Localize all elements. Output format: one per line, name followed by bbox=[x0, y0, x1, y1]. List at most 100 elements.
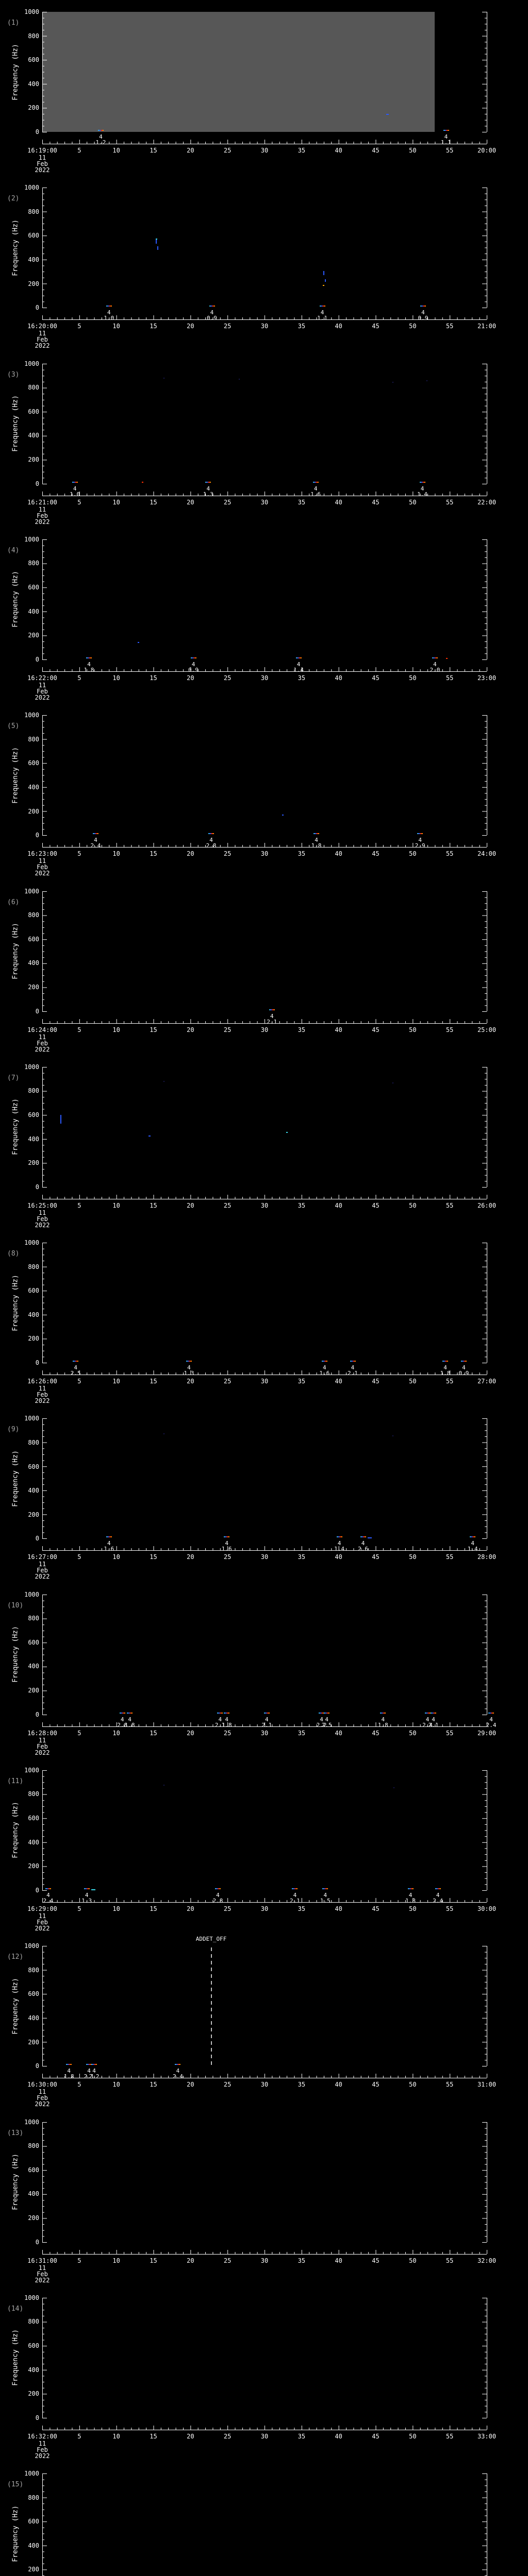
event-detection-dash bbox=[106, 1536, 112, 1538]
event-count-label: 4 bbox=[471, 1540, 475, 1547]
event-detection-dash bbox=[86, 2064, 92, 2065]
event-detection-dash bbox=[86, 657, 92, 658]
x-tick-label: 15 bbox=[150, 1905, 157, 1912]
x-axis-date-line: 2022 bbox=[35, 1573, 50, 1581]
x-tick-label: 20 bbox=[187, 2081, 194, 2089]
event-detection-dash bbox=[186, 1361, 192, 1362]
y-tick-label: 800 bbox=[28, 911, 39, 919]
x-tick-label: 45 bbox=[372, 674, 380, 682]
x-tick-label: 5 bbox=[77, 323, 81, 330]
panel-index-label: (11) bbox=[7, 1777, 24, 1785]
spectral-streak bbox=[324, 279, 326, 282]
x-tick-label: 30 bbox=[260, 1378, 269, 1385]
x-tick-label: 25 bbox=[223, 1378, 232, 1385]
event-value-label: 2.4 bbox=[433, 1897, 443, 1904]
event-detection-dash bbox=[417, 833, 423, 835]
y-tick-label: 400 bbox=[28, 959, 39, 967]
event-detection-dash bbox=[321, 1361, 327, 1362]
x-tick-label: 50 bbox=[409, 1729, 417, 1737]
x-tick-label: 50 bbox=[409, 147, 417, 154]
x-axis-date-line: Feb bbox=[37, 2094, 48, 2102]
x-end-time-label: 27:00 bbox=[477, 1378, 497, 1385]
spectrogram-panel: 0 200 400 600 800 1000 Frequency (Hz) (10) 16:28… bbox=[0, 1583, 528, 1759]
x-tick-label: 45 bbox=[372, 2081, 380, 2089]
y-tick-label: 0 bbox=[35, 1359, 39, 1367]
event-count-label: 4 bbox=[314, 485, 318, 492]
y-tick-label: 600 bbox=[28, 1815, 39, 1822]
y-tick-label: 400 bbox=[28, 80, 39, 88]
event-detection-dash bbox=[84, 1888, 90, 1889]
event-count-label: 4 bbox=[73, 485, 77, 492]
event-count-label: 4 bbox=[425, 1716, 430, 1723]
x-tick-label: 10 bbox=[112, 1201, 120, 1209]
x-tick-label: 35 bbox=[298, 2257, 306, 2264]
event-count-label: 4 bbox=[462, 1364, 466, 1371]
event-detection-dash bbox=[190, 657, 196, 658]
x-tick-label: 55 bbox=[446, 2081, 454, 2089]
x-axis-date-line: 2022 bbox=[35, 166, 50, 174]
y-axis-title: Frequency (Hz) bbox=[11, 923, 20, 979]
x-tick-label: 15 bbox=[150, 1553, 157, 1561]
x-tick-label: 45 bbox=[372, 147, 380, 154]
y-tick-label: 800 bbox=[28, 208, 39, 215]
event-value-label: 2.1 bbox=[428, 1721, 439, 1728]
x-tick-label: 20 bbox=[187, 1026, 194, 1033]
event-count-label: 4 bbox=[270, 1012, 274, 1020]
event-detection-dash bbox=[224, 1712, 230, 1714]
panel-index-label: (4) bbox=[7, 546, 20, 554]
spectral-dot bbox=[446, 657, 448, 659]
event-detection-dash bbox=[350, 1361, 356, 1362]
y-tick-label: 200 bbox=[28, 2038, 39, 2046]
event-count-label: 4 bbox=[323, 1364, 326, 1371]
event-detection-dash bbox=[215, 1888, 221, 1889]
x-start-time-label: 16:27:00 bbox=[27, 1553, 57, 1561]
spectral-dot bbox=[393, 1787, 395, 1789]
event-value-label: 2.4 bbox=[43, 1897, 54, 1904]
event-detection-dash bbox=[314, 833, 320, 835]
event-count-label: 4 bbox=[489, 1716, 493, 1723]
x-tick-label: 15 bbox=[150, 1201, 157, 1209]
x-tick-label: 5 bbox=[77, 2257, 81, 2264]
y-tick-label: 800 bbox=[28, 1790, 39, 1798]
x-tick-label: 10 bbox=[112, 674, 120, 682]
panel-axes bbox=[42, 363, 487, 496]
x-tick-label: 55 bbox=[446, 674, 454, 682]
event-value-label: 1.6 bbox=[104, 1546, 114, 1553]
y-tick-label: 1000 bbox=[24, 8, 39, 15]
y-tick-label: 600 bbox=[28, 2342, 39, 2349]
event-detection-dash bbox=[127, 1712, 133, 1714]
x-axis-date-line: 2022 bbox=[35, 870, 50, 877]
event-count-label: 4 bbox=[315, 837, 318, 844]
x-end-time-label: 28:00 bbox=[477, 1553, 497, 1561]
spectrogram-panel: 0 200 400 600 800 1000 Frequency (Hz) (3) 16:21:… bbox=[0, 352, 528, 528]
x-tick-label: 5 bbox=[77, 1729, 81, 1737]
y-axis-title: Frequency (Hz) bbox=[11, 1098, 20, 1156]
x-tick-label: 5 bbox=[77, 147, 81, 154]
spectral-dot bbox=[323, 284, 325, 286]
y-tick-label: 200 bbox=[28, 104, 39, 112]
x-tick-label: 30 bbox=[260, 1553, 269, 1561]
event-detection-dash bbox=[292, 1888, 298, 1889]
x-tick-label: 55 bbox=[446, 1378, 454, 1385]
event-count-label: 4 bbox=[87, 2067, 91, 2075]
x-end-time-label: 26:00 bbox=[477, 1201, 497, 1209]
event-value-label: 2.8 bbox=[212, 1897, 223, 1904]
event-detection-dash bbox=[92, 833, 98, 835]
y-tick-label: 600 bbox=[28, 584, 39, 591]
x-tick-label: 50 bbox=[409, 2432, 417, 2440]
x-tick-label: 5 bbox=[77, 674, 81, 682]
event-count-label: 4 bbox=[176, 2067, 180, 2075]
x-axis-date-line: 11 bbox=[38, 1561, 46, 1568]
y-tick-label: 1000 bbox=[24, 535, 39, 543]
event-count-label: 4 bbox=[107, 1540, 111, 1547]
x-tick-label: 40 bbox=[335, 2257, 342, 2264]
panel-axes bbox=[42, 539, 487, 672]
event-value-label: 2.1 bbox=[214, 1721, 225, 1728]
spectral-dot bbox=[148, 1136, 151, 1137]
x-tick-label: 45 bbox=[372, 2432, 380, 2440]
x-tick-label: 25 bbox=[223, 1729, 232, 1737]
event-value-label: 1.8 bbox=[377, 1721, 388, 1728]
x-tick-label: 10 bbox=[112, 850, 120, 858]
x-tick-label: 20 bbox=[187, 1905, 194, 1912]
event-count-label: 4 bbox=[92, 2067, 96, 2075]
